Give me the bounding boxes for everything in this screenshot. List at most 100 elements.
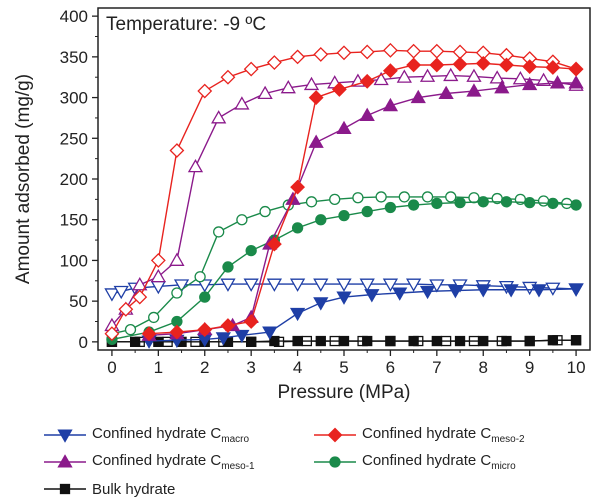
legend-label: Confined hydrate Cmicro (362, 452, 516, 472)
legend-label: Bulk hydrate (92, 481, 175, 498)
legend-label-text: Confined hydrate C (362, 452, 492, 469)
data-point-bulk-adsorption (454, 335, 466, 347)
data-point-meso-2-adsorption (568, 61, 584, 77)
adsorption-chart: 0 1 2 3 4 5 6 7 8 9 10050100150200250300350400Pres… (13, 7, 591, 403)
legend-label-subscript: meso-1 (221, 461, 255, 472)
data-point-meso-1-desorption (419, 68, 436, 82)
legend-marker (327, 427, 343, 443)
legend-item-meso-1: Confined hydrate Cmeso-1 (42, 451, 255, 473)
data-point-macro-desorption (289, 278, 306, 292)
data-point-macro-adsorption (568, 283, 584, 297)
y-tick-label: 200 (60, 170, 88, 189)
data-point-meso-2-desorption (104, 326, 120, 342)
data-point-micro-desorption (236, 214, 248, 226)
y-axis-label: Amount adsorbed (mg/g) (13, 74, 34, 284)
data-point-bulk-adsorption (570, 335, 582, 346)
data-point-micro-adsorption (524, 196, 536, 209)
data-point-micro-desorption (375, 191, 387, 203)
data-point-bulk-adsorption (431, 335, 442, 347)
data-point-meso-2-adsorption (406, 57, 422, 73)
data-point-macro-desorption (113, 285, 129, 300)
data-point-meso-2-adsorption (475, 55, 491, 71)
data-point-bulk-adsorption (408, 335, 419, 347)
data-point-bulk-adsorption (153, 336, 164, 348)
data-point-meso-1-desorption (396, 69, 412, 83)
data-point-meso-2-adsorption (290, 179, 306, 195)
data-point-bulk-adsorption (385, 335, 396, 347)
legend-label-subscript: macro (221, 434, 250, 445)
data-point-bulk-adsorption (338, 335, 350, 347)
data-point-macro-desorption (406, 278, 422, 292)
series-line-macro-adsorption (149, 288, 577, 342)
data-point-meso-2-adsorption (308, 90, 324, 105)
data-point-meso-2-adsorption (331, 82, 347, 97)
data-point-micro-desorption (468, 192, 480, 204)
y-tick-label: 250 (60, 129, 88, 148)
x-tick-label: 5 (339, 358, 348, 377)
data-point-meso-1-adsorption (494, 79, 510, 94)
x-tick-label: 9 (525, 358, 534, 377)
data-point-meso-1-desorption (169, 252, 185, 266)
data-point-meso-2-desorption (382, 42, 398, 58)
data-point-meso-2-adsorption (266, 236, 282, 252)
data-point-meso-2-adsorption (545, 60, 561, 75)
legend-label-text: Confined hydrate C (92, 425, 222, 442)
data-point-bulk-adsorption (129, 336, 141, 348)
data-point-micro-desorption (537, 195, 550, 207)
data-point-macro-desorption (313, 278, 329, 292)
data-point-bulk-adsorption (315, 335, 326, 347)
legend-label-text: Confined hydrate C (92, 452, 222, 469)
data-point-meso-1-adsorption (382, 97, 399, 112)
data-point-meso-2-adsorption (243, 314, 259, 329)
data-point-micro-adsorption (291, 222, 304, 234)
data-point-micro-desorption (171, 287, 183, 299)
data-point-meso-1-desorption (150, 268, 166, 283)
data-point-macro-adsorption (313, 297, 329, 311)
data-point-bulk-adsorption (478, 335, 489, 347)
legend-swatch (44, 483, 86, 495)
data-point-macro-desorption (359, 278, 375, 292)
data-point-meso-2-desorption (313, 46, 329, 62)
data-point-macro-desorption (266, 278, 282, 292)
data-point-macro-desorption (243, 278, 259, 292)
data-point-macro-desorption (429, 279, 445, 293)
data-point-micro-desorption (213, 226, 225, 238)
data-point-micro-adsorption (547, 197, 559, 210)
data-point-meso-1-desorption (187, 158, 204, 173)
data-point-micro-desorption (148, 311, 160, 324)
x-tick-label: 6 (386, 358, 395, 377)
legend-swatch (44, 454, 86, 468)
data-point-meso-1-desorption (280, 79, 296, 94)
data-point-meso-2-adsorption (359, 73, 375, 89)
data-point-macro-desorption (336, 278, 352, 292)
data-point-micro-adsorption (315, 214, 327, 226)
data-point-macro-adsorption (475, 284, 491, 298)
data-point-meso-1-desorption (257, 85, 273, 100)
x-tick-label: 4 (293, 358, 302, 377)
data-point-meso-2-adsorption (382, 63, 398, 79)
data-point-macro-adsorption (215, 332, 231, 346)
legend-label-subscript: micro (491, 461, 516, 472)
data-point-meso-1-adsorption (466, 83, 482, 97)
data-point-meso-2-desorption (169, 143, 185, 158)
data-point-micro-desorption (194, 271, 206, 283)
y-tick-label: 100 (60, 251, 88, 270)
data-point-micro-adsorption (500, 196, 513, 208)
x-tick-label: 8 (479, 358, 488, 377)
series-line-meso-1-desorption (111, 74, 577, 327)
data-point-meso-2-desorption (132, 289, 148, 305)
x-tick-label: 7 (432, 358, 441, 377)
data-point-micro-adsorption (199, 291, 211, 303)
data-point-meso-1-desorption (211, 110, 227, 124)
legend-label: Confined hydrate Cmeso-2 (362, 425, 525, 445)
data-point-meso-2-adsorption (522, 59, 538, 75)
legend-marker (329, 456, 341, 468)
data-point-meso-2-desorption (429, 43, 445, 59)
data-point-micro-adsorption (477, 196, 489, 208)
data-point-bulk-adsorption (292, 335, 303, 347)
legend-swatch (314, 456, 356, 468)
data-point-micro-adsorption (222, 261, 234, 273)
data-point-meso-1-adsorption (568, 75, 584, 89)
data-point-micro-desorption (259, 205, 271, 218)
data-point-meso-2-adsorption (499, 57, 514, 73)
